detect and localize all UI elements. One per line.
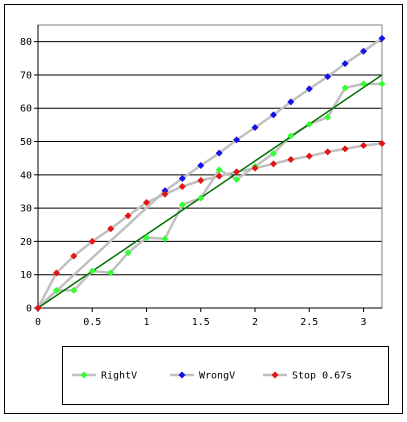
series-markers bbox=[34, 34, 386, 312]
data-point-series-1 bbox=[305, 120, 313, 128]
legend-label: RightV bbox=[101, 371, 137, 382]
y-tick-label: 60 bbox=[20, 104, 32, 115]
data-point-series-1 bbox=[215, 166, 223, 174]
y-tick-label: 80 bbox=[20, 37, 32, 48]
data-point-series-1 bbox=[197, 194, 205, 202]
data-point-series-3 bbox=[269, 160, 277, 168]
data-point-series-1 bbox=[178, 201, 186, 209]
data-point-series-3 bbox=[34, 304, 42, 312]
data-point-series-3 bbox=[178, 182, 186, 190]
legend-label: WrongV bbox=[199, 371, 235, 382]
series-line-3 bbox=[36, 142, 383, 309]
data-point-series-2 bbox=[341, 60, 349, 68]
data-point-series-1 bbox=[88, 267, 96, 275]
data-point-series-1 bbox=[360, 80, 368, 88]
data-point-series-3 bbox=[143, 198, 151, 206]
data-point-series-2 bbox=[215, 149, 223, 157]
data-point-series-2 bbox=[324, 73, 332, 81]
data-point-series-1 bbox=[287, 132, 295, 140]
y-tick-label: 20 bbox=[20, 237, 32, 248]
trend-line bbox=[37, 74, 383, 309]
legend-marker bbox=[80, 371, 88, 379]
data-point-series-1 bbox=[143, 234, 151, 242]
x-tick-label: 2 bbox=[252, 317, 258, 328]
data-point-series-3 bbox=[287, 156, 295, 164]
data-point-series-3 bbox=[378, 140, 386, 148]
series-line-2 bbox=[37, 37, 383, 309]
data-point-series-3 bbox=[341, 145, 349, 153]
y-tick-label: 70 bbox=[20, 70, 32, 81]
legend-label: Stop 0.67s bbox=[292, 371, 352, 382]
x-tick-label: 0 bbox=[35, 317, 41, 328]
legend-marker bbox=[178, 371, 186, 379]
legend: RightV WrongV Stop 0.67s bbox=[62, 346, 389, 405]
data-point-series-1 bbox=[124, 249, 132, 257]
data-point-series-3 bbox=[107, 225, 115, 233]
data-point-series-3 bbox=[360, 142, 368, 150]
data-point-series-3 bbox=[161, 190, 169, 198]
data-point-series-2 bbox=[178, 174, 186, 182]
data-point-series-1 bbox=[161, 235, 169, 243]
x-tick-label: 3 bbox=[361, 317, 367, 328]
x-tick-label: 2.5 bbox=[300, 317, 318, 328]
data-point-series-3 bbox=[124, 212, 132, 220]
data-point-series-1 bbox=[70, 286, 78, 294]
data-point-series-2 bbox=[233, 136, 241, 144]
data-point-series-2 bbox=[269, 111, 277, 119]
data-point-series-1 bbox=[107, 269, 115, 277]
data-point-series-3 bbox=[52, 269, 60, 277]
data-point-series-2 bbox=[251, 124, 259, 132]
data-point-series-3 bbox=[197, 176, 205, 184]
data-point-series-3 bbox=[233, 168, 241, 176]
x-tick-label: 0.5 bbox=[83, 317, 101, 328]
data-point-series-2 bbox=[287, 98, 295, 106]
y-tick-label: 30 bbox=[20, 204, 32, 215]
data-point-series-2 bbox=[360, 47, 368, 55]
x-tick-label: 1 bbox=[144, 317, 150, 328]
y-tick-label: 40 bbox=[20, 170, 32, 181]
data-point-series-1 bbox=[378, 80, 386, 88]
legend-items: RightV WrongV Stop 0.67s bbox=[72, 371, 352, 382]
data-point-series-2 bbox=[197, 162, 205, 170]
chart-outer-border bbox=[4, 4, 403, 414]
data-point-series-3 bbox=[88, 237, 96, 245]
data-point-series-2 bbox=[305, 85, 313, 93]
x-tick-label: 1.5 bbox=[192, 317, 210, 328]
data-point-series-2 bbox=[378, 34, 386, 42]
data-point-series-3 bbox=[305, 152, 313, 160]
legend-marker bbox=[271, 371, 279, 379]
data-point-series-3 bbox=[251, 164, 259, 172]
data-point-series-1 bbox=[52, 286, 60, 294]
y-tick-label: 50 bbox=[20, 137, 32, 148]
data-point-series-1 bbox=[341, 84, 349, 92]
data-point-series-1 bbox=[324, 113, 332, 121]
legend-box bbox=[62, 346, 389, 405]
data-point-series-3 bbox=[215, 172, 223, 180]
data-point-series-1 bbox=[233, 175, 241, 183]
y-tick-label: 10 bbox=[20, 270, 32, 281]
data-point-series-3 bbox=[70, 252, 78, 260]
data-point-series-1 bbox=[269, 150, 277, 158]
y-tick-label: 0 bbox=[26, 304, 32, 315]
data-point-series-3 bbox=[324, 148, 332, 156]
